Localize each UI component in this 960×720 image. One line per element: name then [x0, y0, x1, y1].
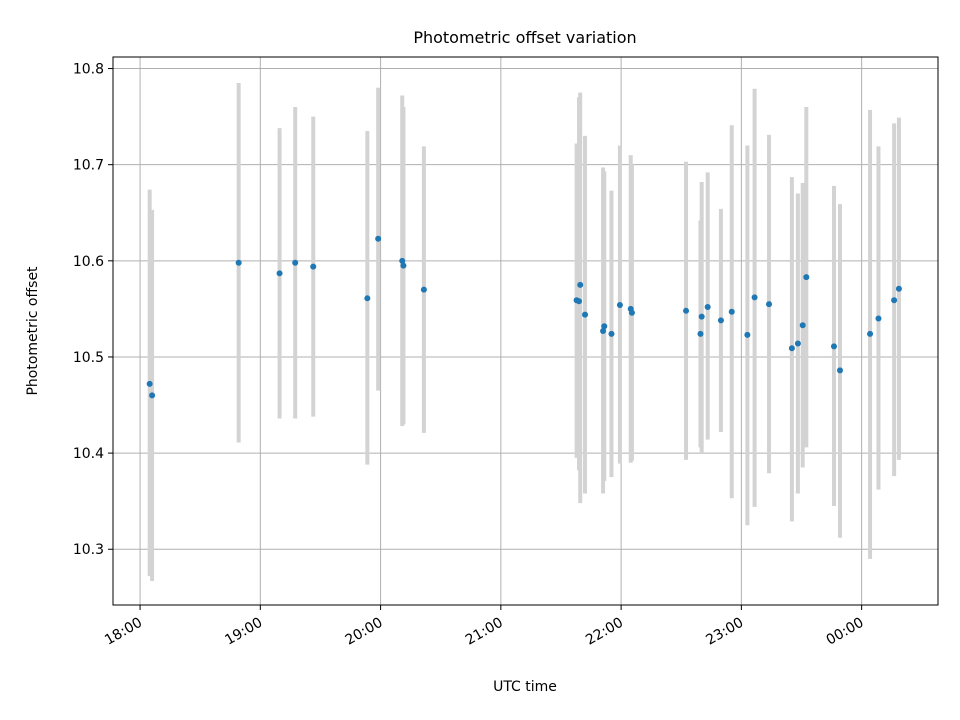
data-point: [836, 367, 843, 374]
data-point: [728, 308, 735, 315]
data-point: [799, 322, 806, 329]
data-point: [895, 285, 902, 292]
data-point: [751, 294, 758, 301]
data-point: [830, 343, 837, 350]
data-point: [867, 330, 874, 337]
data-point: [420, 286, 427, 293]
data-point: [717, 317, 724, 324]
data-point: [697, 330, 704, 337]
plot-frame: [112, 56, 939, 606]
data-point: [803, 274, 810, 281]
data-point: [149, 392, 156, 399]
data-point: [399, 257, 406, 264]
data-point: [310, 263, 317, 270]
y-tick-label: 10.4: [73, 446, 104, 462]
data-point: [683, 307, 690, 314]
data-point: [292, 259, 299, 266]
data-point: [608, 330, 615, 337]
data-point: [582, 311, 589, 318]
data-point: [628, 309, 635, 316]
data-point: [576, 298, 583, 305]
data-point: [601, 323, 608, 330]
data-point: [375, 235, 382, 242]
y-tick-label: 10.8: [73, 62, 104, 78]
data-point: [577, 281, 584, 288]
data-point: [794, 340, 801, 347]
data-point: [400, 262, 407, 269]
data-point: [276, 270, 283, 277]
data-point: [788, 345, 795, 352]
data-point: [616, 302, 623, 309]
data-point: [875, 315, 882, 322]
x-axis-label: UTC time: [493, 679, 557, 695]
data-point: [891, 297, 898, 304]
data-point: [235, 259, 242, 266]
data-point: [698, 313, 705, 320]
y-tick-label: 10.7: [73, 158, 104, 174]
y-tick-label: 10.3: [73, 542, 104, 558]
y-tick-label: 10.5: [73, 350, 104, 366]
y-axis-label: Photometric offset: [25, 266, 41, 396]
y-tick-label: 10.6: [73, 254, 104, 270]
data-point: [600, 328, 607, 334]
chart-title: Photometric offset variation: [413, 28, 636, 47]
data-point: [766, 301, 773, 308]
data-point: [364, 295, 371, 302]
data-points: [146, 235, 902, 399]
plot-area-background: [113, 57, 938, 605]
data-point: [146, 380, 153, 387]
data-point: [744, 331, 751, 338]
data-point: [704, 303, 711, 310]
